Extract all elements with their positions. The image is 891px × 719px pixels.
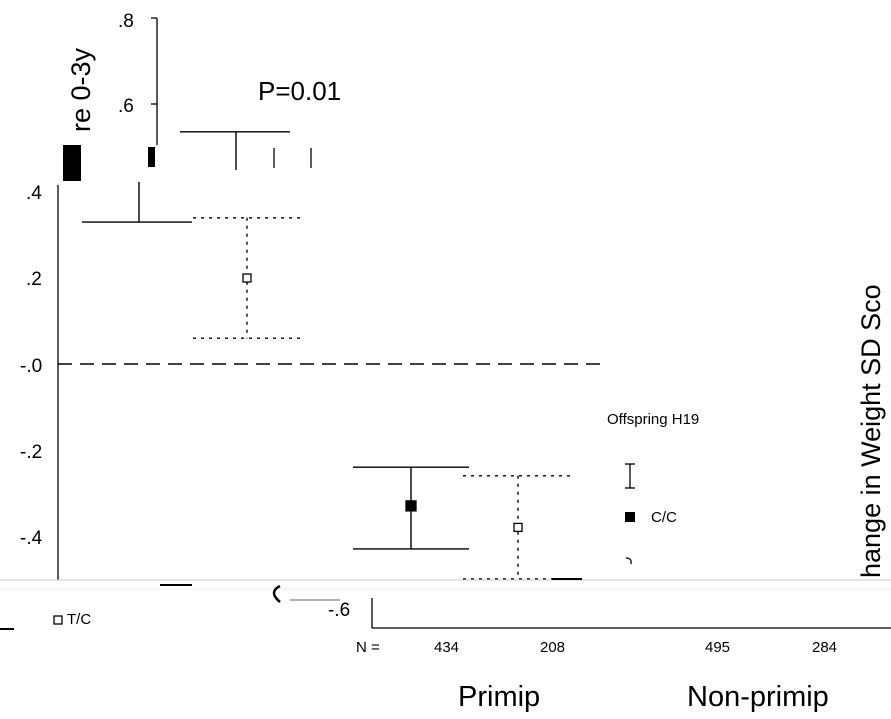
legend-label-tc: T/C [67, 611, 91, 628]
y-tick-label: .8 [118, 11, 134, 32]
mean-marker [242, 273, 252, 283]
n-count: 495 [705, 639, 730, 656]
group-label: Primip [458, 681, 540, 713]
mean-marker [405, 500, 417, 512]
y-tick-label: .6 [118, 96, 134, 117]
n-count: 284 [812, 639, 837, 656]
marker-fragment [63, 145, 81, 181]
y-axis-label-fragment: re 0-3y [66, 47, 96, 132]
group-label: Non-primip [687, 681, 829, 713]
legend-marker-cc [625, 512, 635, 522]
y-tick-label: -.6 [328, 600, 350, 621]
legend-marker-tc [53, 615, 63, 625]
n-count: 434 [434, 639, 459, 656]
n-count: 208 [540, 639, 565, 656]
y-axis-label: hange in Weight SD Sco [856, 284, 886, 578]
legend-title: Offspring H19 [607, 411, 699, 428]
marker-fragment [148, 147, 155, 167]
n-label: N = [356, 639, 380, 656]
legend-fragment [625, 557, 632, 565]
y-tick-label: .2 [26, 269, 42, 290]
legend-label-cc: C/C [651, 509, 677, 526]
strip-fragment [272, 584, 281, 603]
y-tick-label: -.2 [20, 442, 42, 463]
mean-marker [513, 522, 523, 533]
y-tick-label: -.0 [20, 356, 42, 377]
p-value-annotation: P=0.01 [258, 76, 341, 106]
data-marks [82, 131, 573, 580]
y-tick-label: .4 [26, 183, 42, 204]
y-tick-label: -.4 [20, 528, 43, 549]
